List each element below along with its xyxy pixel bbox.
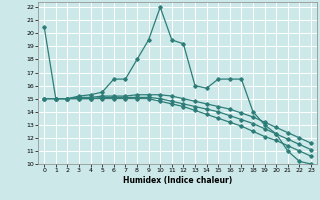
X-axis label: Humidex (Indice chaleur): Humidex (Indice chaleur)	[123, 176, 232, 185]
